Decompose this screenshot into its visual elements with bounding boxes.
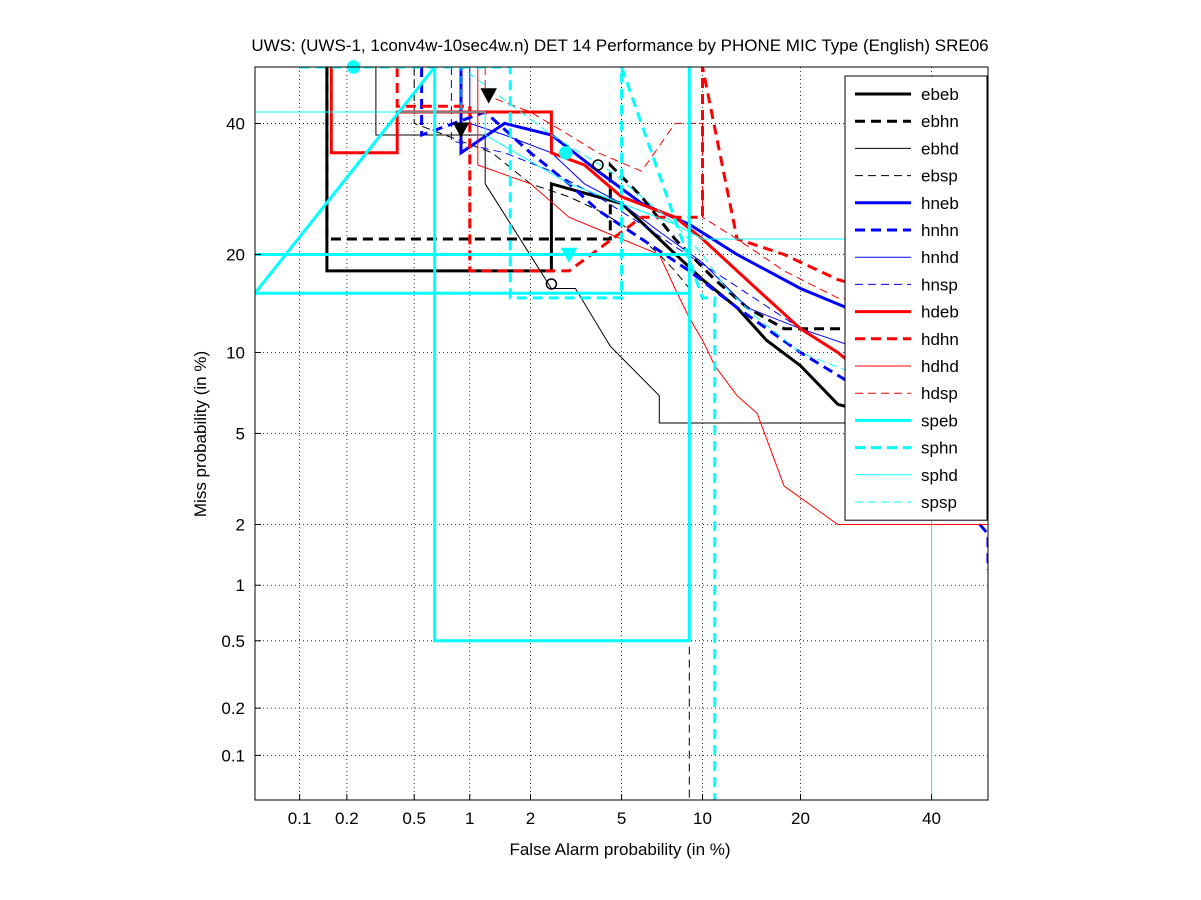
legend-label-ebsp: ebsp [921,167,958,186]
y-tick-label-5: 5 [236,424,245,443]
x-tick-label-3: 1 [465,809,474,828]
legend-label-hnhd: hnhd [921,248,959,267]
markers-group [346,60,604,290]
legend-label-hdhn: hdhn [921,330,959,349]
legend-label-hdeb: hdeb [921,303,959,322]
x-ticks: 0.1 0.2 0.5 1 2 5 10 20 40 [288,794,941,828]
legend-label-ebhn: ebhn [921,112,959,131]
series-line-speb [255,67,691,643]
x-tick-label-5: 5 [617,809,626,828]
legend-label-sphn: sphn [921,439,958,458]
marker-spsp [558,146,573,160]
legend-label-hneb: hneb [921,194,959,213]
y-tick-label-8: 40 [226,114,245,133]
marker-ebsp [592,159,604,171]
y-tick-label-1: 0.2 [221,699,245,718]
y-ticks: 0.1 0.2 0.5 1 2 5 10 20 40 [221,114,261,765]
series-line-hnsp [450,67,988,458]
legend-label-speb: speb [921,411,958,430]
series-line-hdhd [477,67,988,586]
series-line-sphd [255,111,933,800]
legend-label-spsp: spsp [921,493,957,512]
y-tick-label-0: 0.1 [221,746,245,765]
legend-label-hnhn: hnhn [921,221,959,240]
x-axis-label: False Alarm probability (in %) [509,840,730,859]
legend-label-ebhd: ebhd [921,139,959,158]
x-tick-label-1: 0.2 [335,809,359,828]
x-tick-label-6: 10 [693,809,712,828]
x-tick-label-2: 0.5 [402,809,426,828]
y-tick-label-4: 2 [236,515,245,534]
series-line-ebhd [375,67,988,424]
y-tick-label-2: 0.5 [221,632,245,651]
legend-label-ebeb: ebeb [921,85,959,104]
legend-label-hdhd: hdhd [921,357,959,376]
x-tick-label-4: 2 [526,809,535,828]
x-tick-label-7: 20 [791,809,810,828]
y-tick-label-6: 10 [226,343,245,362]
x-tick-label-0: 0.1 [288,809,312,828]
legend: ebeb ebhn ebhd ebsp hneb hnhn hnhd hnsp hdeb hdhn… [844,75,988,521]
x-tick-label-8: 40 [922,809,941,828]
marker-sphd [560,247,578,264]
chart-title: UWS: (UWS-1, 1conv4w-10sec4w.n) DET 14 P… [251,36,988,55]
y-tick-label-3: 1 [236,576,245,595]
marker-ebhn [480,88,497,104]
y-tick-label-7: 20 [226,245,245,264]
marker-ebhd [545,278,558,290]
series-line-ebhn [325,67,988,517]
legend-label-sphd: sphd [921,466,958,485]
legend-box [844,75,988,521]
legend-label-hdsp: hdsp [921,384,958,403]
legend-label-hnsp: hnsp [921,275,958,294]
y-axis-label: Miss probability (in %) [191,351,210,517]
marker-ebeb [452,122,470,138]
